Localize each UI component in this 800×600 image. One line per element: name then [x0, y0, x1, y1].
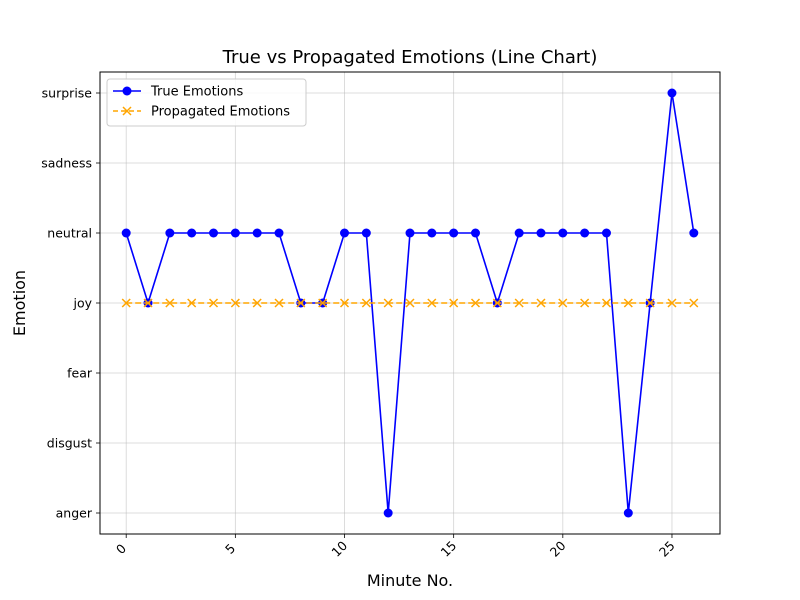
- y-tick-label: joy: [72, 296, 92, 311]
- data-point-propagated-emotions: [318, 298, 328, 308]
- x-tick-label: 20: [547, 538, 569, 560]
- data-point-true-emotions: [514, 228, 524, 238]
- y-tick-label: surprise: [42, 86, 93, 101]
- data-point-true-emotions: [405, 228, 415, 238]
- data-point-true-emotions: [274, 228, 284, 238]
- data-point-propagated-emotions: [558, 298, 568, 308]
- data-point-propagated-emotions: [580, 298, 590, 308]
- legend: True Emotions Propagated Emotions: [106, 78, 307, 127]
- legend-label-true-emotions: True Emotions: [150, 85, 243, 100]
- data-point-true-emotions: [623, 508, 633, 518]
- x-tick-label: 25: [656, 538, 678, 560]
- series-true-emotions: [121, 88, 699, 518]
- data-point-true-emotions: [558, 228, 568, 238]
- data-point-true-emotions: [667, 88, 677, 98]
- data-point-propagated-emotions: [623, 298, 633, 308]
- data-point-propagated-emotions: [252, 298, 262, 308]
- x-axis-title: Minute No.: [367, 571, 453, 590]
- y-tick-label: anger: [56, 506, 93, 521]
- data-point-true-emotions: [601, 228, 611, 238]
- data-point-true-emotions: [209, 228, 219, 238]
- data-point-true-emotions: [361, 228, 371, 238]
- data-point-true-emotions: [340, 228, 350, 238]
- data-point-true-emotions: [449, 228, 459, 238]
- legend-entry-propagated-emotions: Propagated Emotions: [113, 105, 290, 120]
- data-point-propagated-emotions: [449, 298, 459, 308]
- data-point-true-emotions: [230, 228, 240, 238]
- data-point-propagated-emotions: [667, 298, 677, 308]
- data-point-propagated-emotions: [645, 298, 655, 308]
- legend-marker-circle: [122, 86, 132, 96]
- legend-entry-true-emotions: True Emotions: [113, 85, 243, 100]
- data-point-true-emotions: [536, 228, 546, 238]
- data-point-propagated-emotions: [536, 298, 546, 308]
- data-point-propagated-emotions: [296, 298, 306, 308]
- series-propagated-emotions: [121, 298, 699, 308]
- data-point-propagated-emotions: [274, 298, 284, 308]
- data-point-propagated-emotions: [492, 298, 502, 308]
- series-layer: [121, 88, 699, 518]
- data-point-true-emotions: [580, 228, 590, 238]
- chart-title: True vs Propagated Emotions (Line Chart): [222, 47, 598, 68]
- legend-label-propagated-emotions: Propagated Emotions: [151, 105, 290, 120]
- y-tick-label: sadness: [41, 156, 92, 171]
- data-point-propagated-emotions: [187, 298, 197, 308]
- data-point-propagated-emotions: [601, 298, 612, 308]
- data-point-propagated-emotions: [165, 298, 175, 308]
- data-point-propagated-emotions: [514, 298, 524, 308]
- data-point-propagated-emotions: [339, 298, 350, 308]
- y-axis-title: Emotion: [10, 270, 29, 336]
- data-point-true-emotions: [689, 228, 699, 238]
- data-point-true-emotions: [252, 228, 262, 238]
- x-tick-label: 0: [113, 541, 129, 557]
- data-point-true-emotions: [427, 228, 437, 238]
- data-point-propagated-emotions: [470, 298, 481, 308]
- data-point-propagated-emotions: [121, 298, 131, 308]
- x-tick-label: 5: [222, 541, 238, 557]
- legend-marker-x: [122, 106, 132, 116]
- data-point-propagated-emotions: [689, 298, 699, 308]
- data-point-propagated-emotions: [427, 298, 437, 308]
- data-point-true-emotions: [383, 508, 393, 518]
- axis-ticks: 0 5 10 15 20 25 anger disgust fear joy neutral sadn…: [41, 86, 677, 560]
- data-point-true-emotions: [187, 228, 197, 238]
- data-point-propagated-emotions: [208, 298, 219, 308]
- y-tick-label: fear: [67, 366, 93, 381]
- data-point-true-emotions: [165, 228, 175, 238]
- data-point-propagated-emotions: [361, 298, 371, 308]
- legend-box: [106, 78, 307, 127]
- data-point-propagated-emotions: [143, 298, 153, 308]
- data-point-propagated-emotions: [405, 298, 415, 308]
- data-point-true-emotions: [470, 228, 480, 238]
- y-tick-label: neutral: [47, 226, 92, 241]
- data-point-propagated-emotions: [383, 298, 393, 308]
- x-tick-label: 10: [328, 538, 350, 560]
- data-point-propagated-emotions: [230, 298, 240, 308]
- data-point-true-emotions: [121, 228, 131, 238]
- y-tick-label: disgust: [47, 436, 92, 451]
- x-tick-label: 15: [438, 538, 460, 560]
